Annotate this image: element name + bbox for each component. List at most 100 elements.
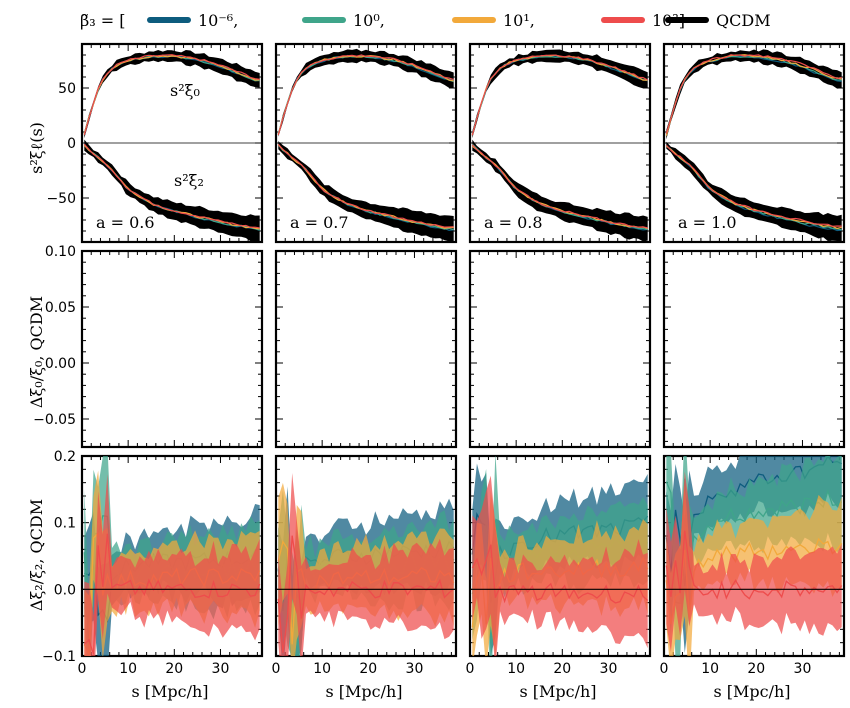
series-band [84,333,259,387]
y-tick-label: 0.1 [54,516,76,532]
series-line [278,347,453,378]
a-label: a = 0.7 [290,213,349,232]
panel-s2xi-0.6: 50 0 −50 a = 0.6 s²ξ₀ s²ξ₂ [46,42,264,244]
panel-frame [274,249,458,449]
panel-dxi0-0.8 [468,249,652,449]
series-line [471,54,648,136]
x-label-col3: s [Mpc/h] [519,682,596,701]
qcdm-band [666,141,842,242]
row-label-dxi0: Δξ₀/ξ₀, QCDM [27,296,46,408]
panel-data [664,456,844,656]
qcdm-band [278,48,454,137]
x-tick-label: 0 [78,661,87,677]
series-line [472,335,647,365]
y-tick-label: 0 [67,136,76,152]
series-line [472,321,647,359]
panel-data [664,245,844,394]
panel-data [470,49,650,242]
legend: β̃₃ = [ 10⁻⁶,10⁰,10¹,10²]QCDM [80,11,771,30]
panel-frame [80,454,264,658]
series-line [277,143,454,228]
panel-s2xi-0.8: a = 0.8 [468,42,652,244]
series-line [666,299,841,360]
x-tick-label: 20 [553,661,571,677]
series-line [84,352,259,376]
y-tick-label: −0.05 [33,412,76,428]
x-tick-label: 30 [406,661,424,677]
series-line [665,144,842,227]
x-label-col2: s [Mpc/h] [325,682,402,701]
panel-dxi2-0.7: 0 10 20 30 [272,454,458,677]
panel-data [664,49,844,242]
x-tick-label: 30 [600,661,618,677]
qcdm-band [472,49,648,139]
x-label-col4: s [Mpc/h] [713,682,790,701]
series-line [83,533,261,655]
series-band [278,325,453,385]
panel-data [470,295,650,395]
series-line [278,354,453,378]
legend-label: QCDM [716,11,771,30]
x-tick-label: 10 [119,661,137,677]
series-band [278,333,453,393]
x-tick-label: 20 [747,661,765,677]
a-label: a = 0.8 [484,213,543,232]
a-label: a = 0.6 [96,213,155,232]
panel-dxi0-0.6: 0.10 0.05 0.00 −0.05 [33,244,264,449]
x-tick-label: 30 [212,661,230,677]
series-band [84,473,260,656]
row-label-dxi2: Δξ₂/ξ₂, QCDM [27,499,46,611]
panel-frame [274,454,458,658]
y-tick-label: 0.0 [54,582,76,598]
series-line [83,54,260,136]
panel-s2xi-1: a = 1.0 [662,42,846,244]
row-label-s2xi: s²ξℓ(s) [27,122,46,174]
legend-label: 10¹, [503,11,535,30]
panel-frame [80,249,264,449]
series-band [666,471,842,652]
qcdm-band [84,139,260,242]
series-band [472,475,648,656]
y-tick-label: −50 [46,191,76,207]
y-tick-label: 0.05 [45,300,76,316]
series-band [278,472,454,656]
series-band [666,273,841,372]
series-line [665,55,842,134]
series-line [471,144,648,229]
series-line [278,340,453,374]
panel-frame [662,249,846,449]
legend-prefix: β̃₃ = [ [80,11,125,30]
x-tick-label: 10 [507,661,525,677]
x-tick-label: 20 [359,661,377,677]
panel-frame [468,249,652,449]
series-line [471,544,649,604]
series-line [666,269,841,339]
series-band [472,312,647,379]
series-band [472,336,647,394]
series-line [472,358,647,382]
qcdm-band [278,141,454,242]
panel-data [82,456,262,656]
y-tick-label: 0.10 [45,244,76,260]
x-tick-label: 10 [701,661,719,677]
x-tick-label: 30 [794,661,812,677]
series-line [84,351,259,379]
y-tick-label: −0.1 [42,649,76,665]
panel-s2xi-0.7: a = 0.7 [274,42,458,244]
series-line [472,351,647,366]
panel-data [82,328,262,394]
panel-frame [468,454,652,658]
panel-dxi0-1 [662,245,846,449]
panel-data [276,48,456,242]
qcdm-band [472,139,648,242]
series-line [665,54,842,134]
series-line [666,336,841,367]
panel-data [276,472,456,656]
series-band [472,295,647,371]
qcdm-band [666,49,842,140]
series-band [666,456,842,656]
x-tick-label: 0 [466,661,475,677]
series-line [84,349,259,371]
